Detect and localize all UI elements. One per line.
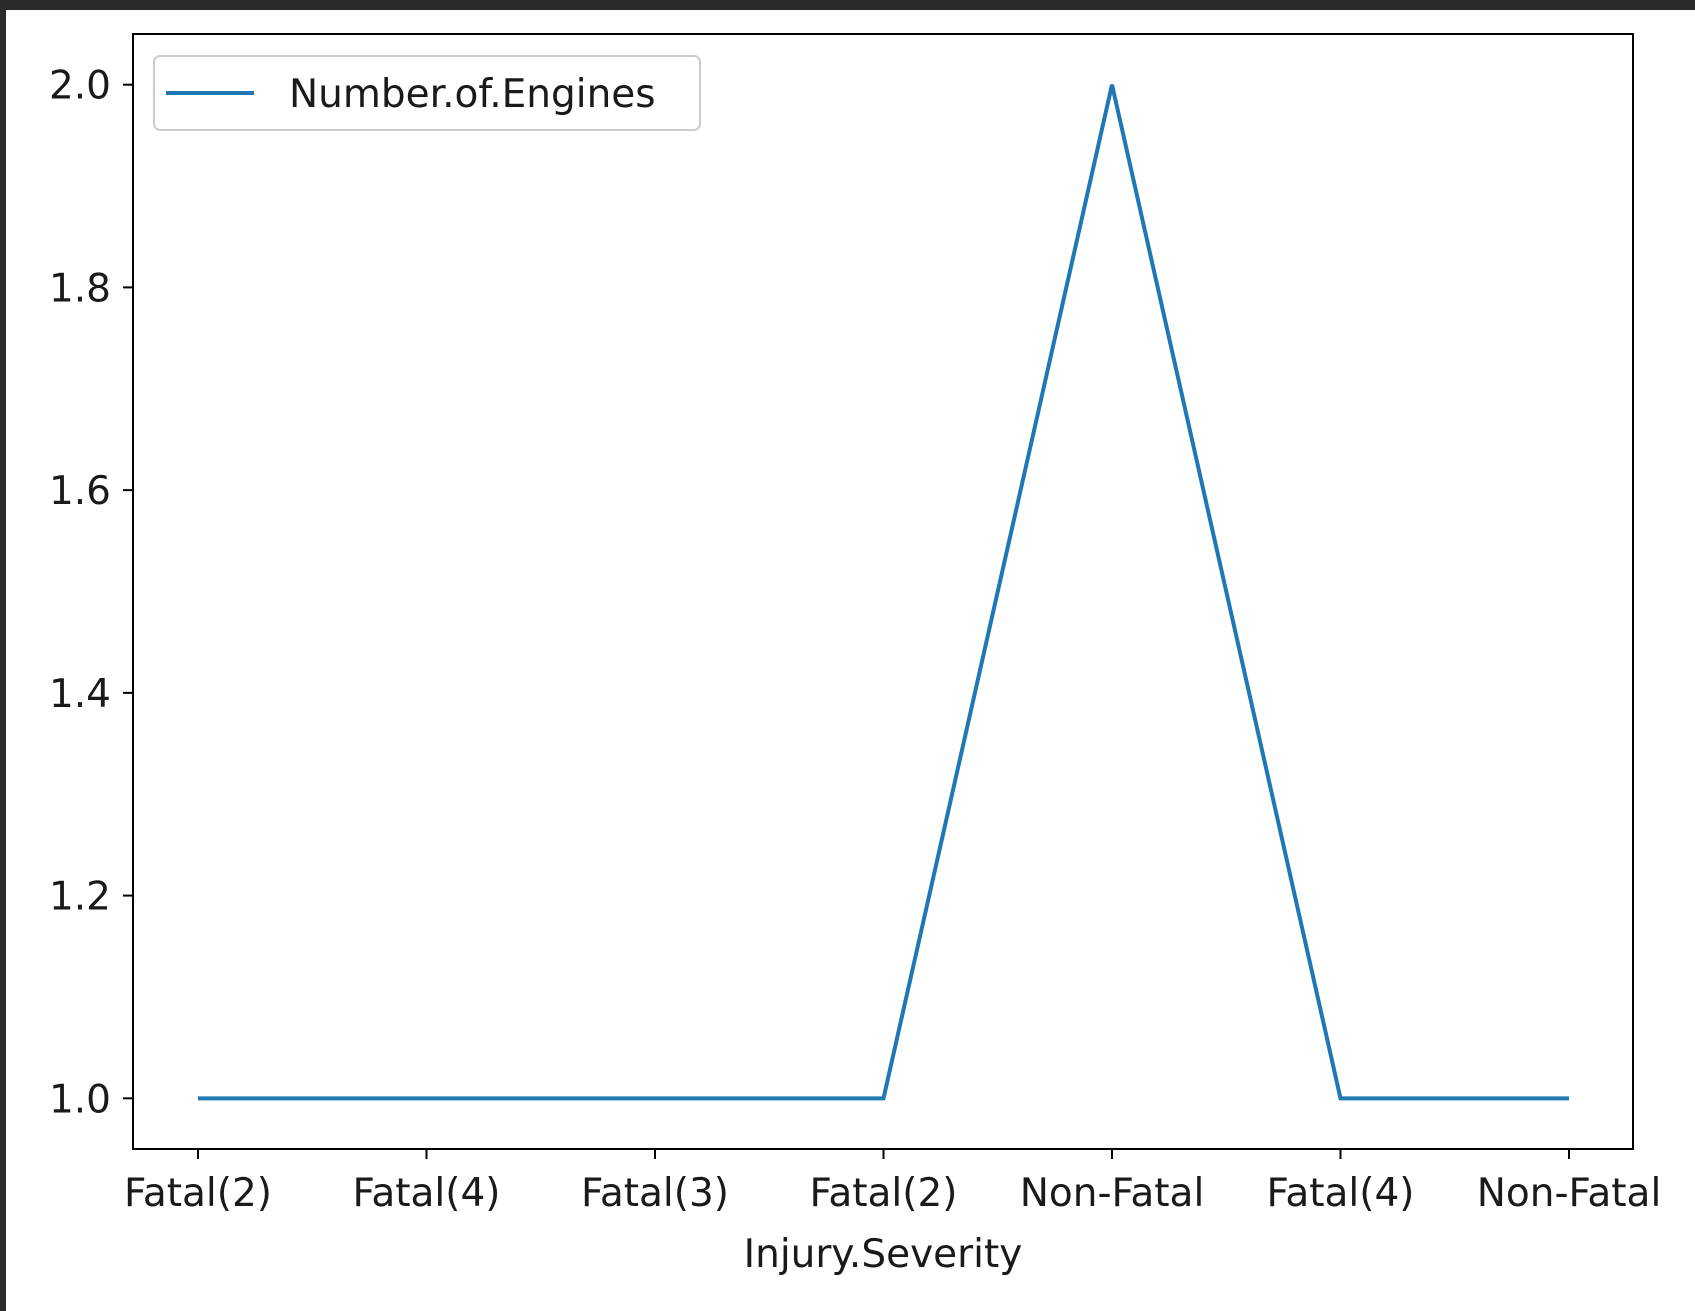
y-tick-label: 1.6 <box>49 469 111 514</box>
x-tick-label: Non-Fatal <box>1020 1171 1205 1216</box>
plot-frame <box>132 33 1634 1150</box>
x-tick-label: Non-Fatal <box>1477 1171 1662 1216</box>
plot-area <box>132 33 1634 1150</box>
x-tick-label: Fatal(2) <box>809 1171 957 1216</box>
y-tick-label: 2.0 <box>49 64 111 109</box>
x-tick-label: Fatal(4) <box>352 1171 500 1216</box>
x-axis-label: Injury.Severity <box>744 1232 1023 1277</box>
x-tick-label: Fatal(3) <box>581 1171 729 1216</box>
y-tick-label: 1.0 <box>49 1077 111 1122</box>
y-axis: 1.0 1.2 1.4 1.6 1.8 2.0 <box>49 64 133 1122</box>
line-chart: Fatal(2) Fatal(4) Fatal(3) Fatal(2) Non-Fata… <box>49 33 1661 1277</box>
legend: Number.of.Engines <box>153 55 701 131</box>
y-tick-label: 1.8 <box>49 266 111 311</box>
legend-box <box>153 55 701 131</box>
legend-label: Number.of.Engines <box>289 72 656 117</box>
x-axis: Fatal(2) Fatal(4) Fatal(3) Fatal(2) Non-Fata… <box>124 1149 1661 1216</box>
y-tick-label: 1.4 <box>49 672 111 717</box>
x-tick-label: Fatal(2) <box>124 1171 272 1216</box>
chart-frame: Fatal(2) Fatal(4) Fatal(3) Fatal(2) Non-Fata… <box>6 10 1695 1311</box>
x-tick-label: Fatal(4) <box>1266 1171 1414 1216</box>
y-tick-label: 1.2 <box>49 875 111 920</box>
series-line-0 <box>198 84 1569 1101</box>
